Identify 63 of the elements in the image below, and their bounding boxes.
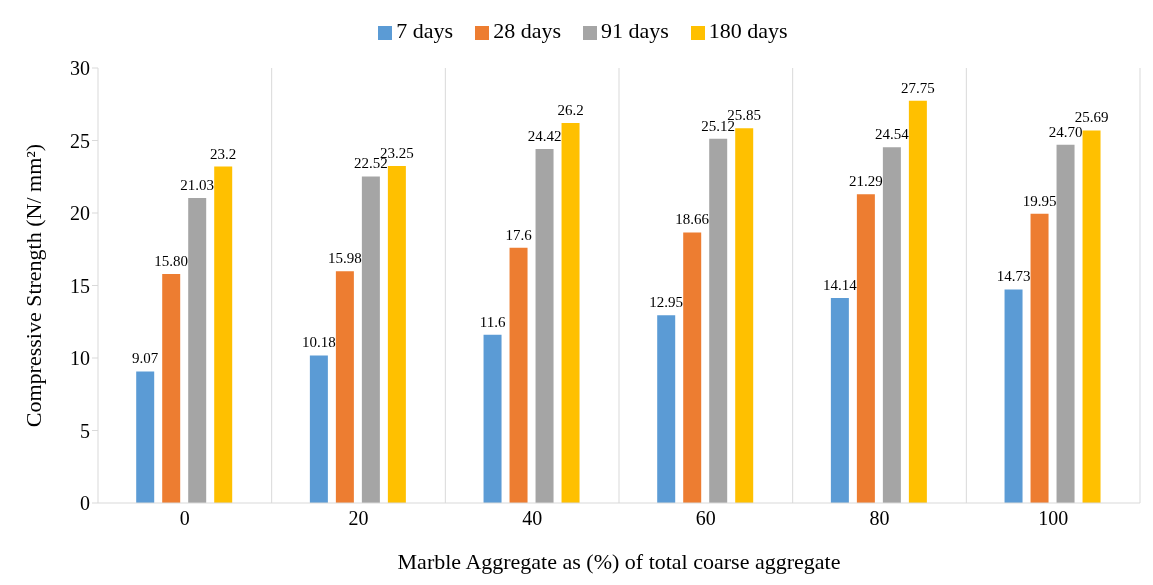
data-label: 21.03 bbox=[180, 177, 215, 194]
x-tick-label: 20 bbox=[348, 507, 369, 530]
x-tick-label: 40 bbox=[522, 507, 543, 530]
bar bbox=[657, 315, 676, 503]
data-label: 26.2 bbox=[557, 102, 584, 119]
bar bbox=[535, 148, 554, 503]
bar bbox=[1030, 213, 1049, 503]
y-axis-title: Compressive Strength (N/ mm²) bbox=[20, 143, 46, 428]
y-tick-label: 30 bbox=[70, 57, 90, 80]
bar bbox=[735, 128, 754, 503]
data-label: 10.18 bbox=[302, 334, 336, 351]
bar bbox=[1082, 130, 1101, 503]
data-label: 21.29 bbox=[849, 173, 883, 190]
bar bbox=[856, 194, 875, 503]
data-label: 24.70 bbox=[1048, 123, 1083, 140]
data-label: 15.98 bbox=[328, 250, 362, 267]
bar bbox=[214, 166, 233, 503]
y-tick-label: 15 bbox=[70, 274, 90, 297]
legend-label: 28 days bbox=[493, 18, 561, 43]
x-axis-title: Marble Aggregate as (%) of total coarse aggregate bbox=[397, 548, 841, 574]
bar bbox=[908, 100, 927, 503]
data-label: 24.54 bbox=[875, 126, 910, 143]
y-tick-label: 10 bbox=[70, 347, 90, 370]
data-label: 15.80 bbox=[154, 252, 189, 269]
bar bbox=[830, 297, 849, 503]
bar bbox=[1056, 144, 1075, 503]
data-label: 25.69 bbox=[1074, 109, 1109, 126]
bar bbox=[1004, 289, 1023, 503]
data-label: 11.6 bbox=[479, 313, 506, 330]
bar bbox=[335, 271, 354, 503]
y-tick-label: 20 bbox=[70, 202, 90, 225]
legend-label: 7 days bbox=[396, 18, 454, 43]
y-tick-label: 25 bbox=[70, 129, 90, 152]
x-tick-label: 100 bbox=[1038, 507, 1069, 530]
bar bbox=[882, 147, 901, 503]
bar bbox=[361, 176, 380, 503]
x-tick-label: 80 bbox=[869, 507, 890, 530]
bar bbox=[483, 334, 502, 503]
data-label: 14.14 bbox=[823, 276, 858, 293]
data-label: 19.95 bbox=[1022, 192, 1057, 209]
data-label: 14.73 bbox=[996, 268, 1031, 285]
bar bbox=[188, 198, 207, 503]
x-tick-label: 60 bbox=[695, 507, 716, 530]
bar bbox=[136, 371, 155, 503]
data-label: 9.07 bbox=[132, 350, 159, 367]
legend-label: 180 days bbox=[708, 18, 788, 43]
y-tick-label: 0 bbox=[80, 492, 90, 515]
y-tick-label: 5 bbox=[80, 419, 90, 442]
bar bbox=[387, 165, 406, 503]
bar bbox=[709, 138, 728, 503]
bar bbox=[509, 247, 528, 503]
data-label: 12.95 bbox=[649, 294, 684, 311]
x-tick-label: 0 bbox=[179, 507, 190, 530]
data-label: 23.2 bbox=[210, 145, 237, 162]
bar bbox=[683, 232, 702, 503]
data-label: 27.75 bbox=[901, 79, 935, 96]
data-label: 24.42 bbox=[527, 127, 562, 144]
legend-label: 91 days bbox=[601, 18, 669, 43]
bar bbox=[561, 123, 580, 503]
data-label: 17.6 bbox=[505, 226, 533, 243]
data-label: 18.66 bbox=[675, 211, 710, 228]
bar bbox=[309, 355, 328, 503]
bar bbox=[162, 273, 181, 503]
